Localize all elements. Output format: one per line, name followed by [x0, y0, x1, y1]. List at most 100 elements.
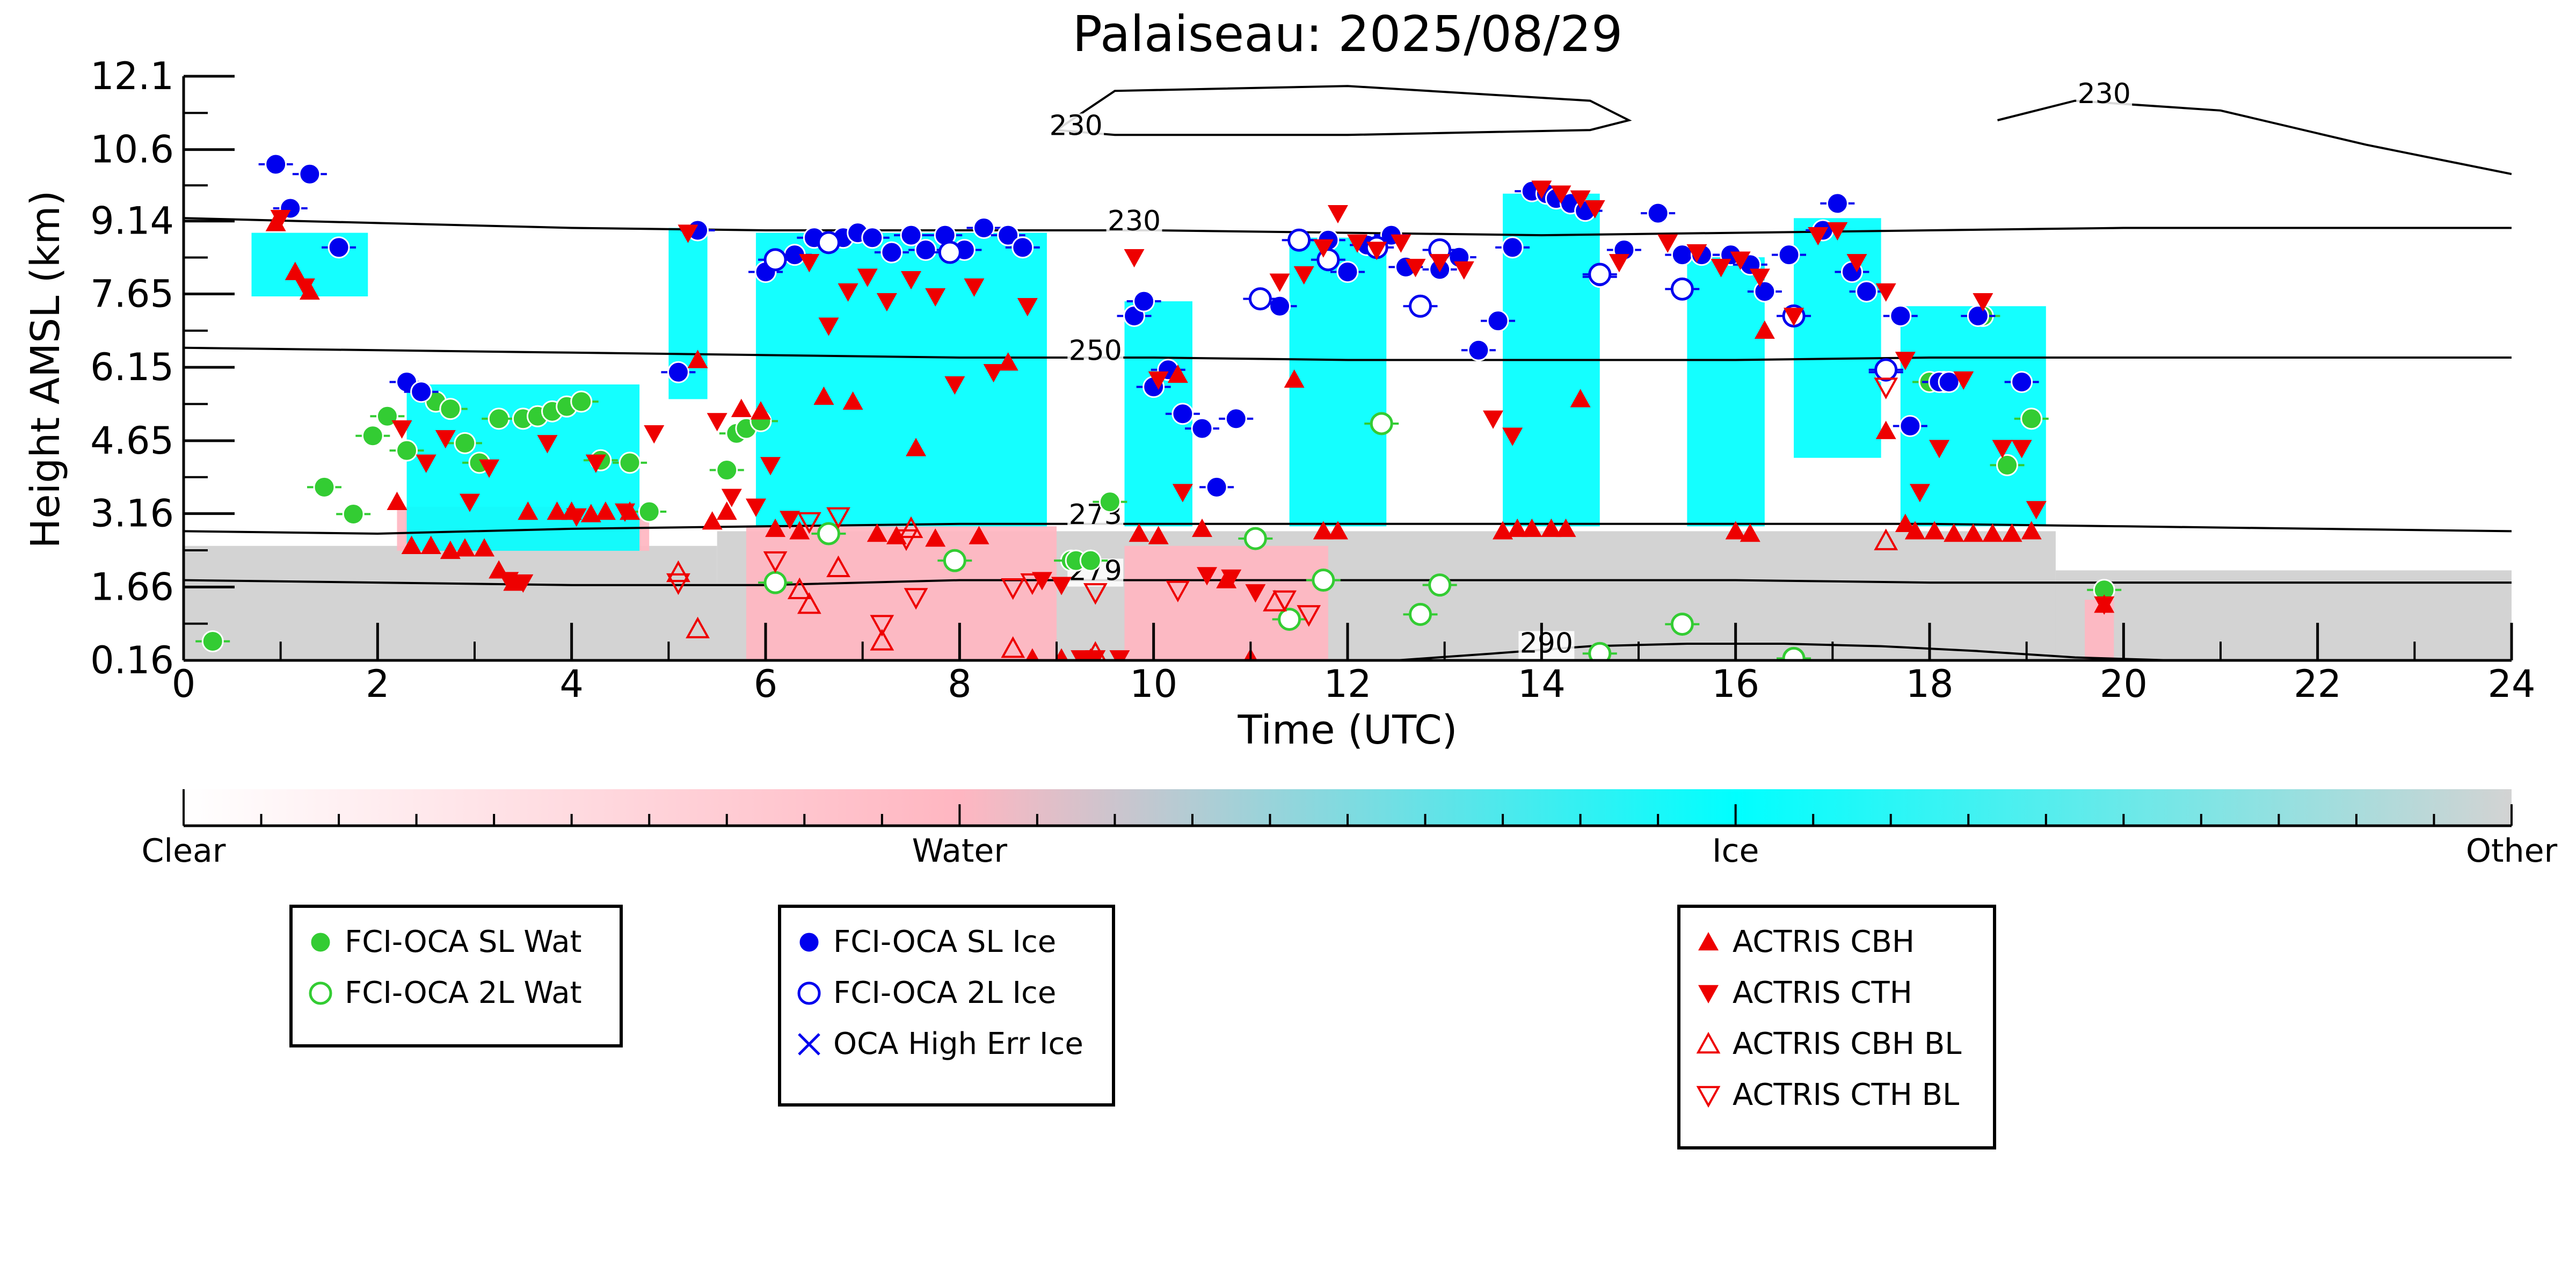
- point-actris-cbh: [702, 511, 723, 530]
- point-actris-cth: [1172, 484, 1193, 503]
- point-actris-cth: [1992, 440, 2013, 459]
- point-fci-oca-sl-ice: [1855, 280, 1878, 303]
- cloud-mask-other: [2055, 570, 2512, 660]
- point-fci-oca-2l-wat: [1588, 642, 1612, 660]
- point-fci-oca-sl-wat: [716, 459, 738, 482]
- x-tick-label: 14: [1518, 662, 1566, 706]
- point-actris-cbh: [1944, 523, 1964, 542]
- point-actris-cth: [1711, 259, 1731, 278]
- point-actris-cth: [1808, 227, 1829, 246]
- cloud-mask-ice: [1289, 237, 1387, 527]
- point-actris-cth: [1031, 572, 1052, 591]
- contour-line-279: [184, 579, 2512, 586]
- x-tick-label: 24: [2487, 662, 2535, 706]
- point-actris-cth: [1071, 650, 1091, 660]
- point-actris-cbh: [1025, 648, 1039, 660]
- point-actris-cbh: [731, 398, 752, 417]
- point-actris-cth: [1366, 242, 1387, 260]
- point-fci-oca-sl-wat: [361, 425, 384, 447]
- point-fci-oca-sl-ice: [861, 227, 884, 249]
- point-actris-cbh-bl: [899, 516, 923, 539]
- legend-box-2: FCI-OCA SL Ice FCI-OCA 2L Ice OCA High Err…: [778, 905, 1115, 1107]
- point-actris-cth: [1784, 308, 1804, 326]
- contour-label: 250: [1069, 335, 1122, 367]
- legend-marker-fci-oca-2l-ice: [797, 981, 821, 1005]
- legend-marker-fci-oca-2l-wat: [309, 981, 332, 1005]
- contour-label-bg: [1106, 209, 1162, 237]
- point-fci-oca-sl-wat: [1079, 549, 1102, 572]
- point-actris-cbh: [1982, 523, 2003, 542]
- legend-label: FCI-OCA 2L Wat: [345, 976, 582, 1010]
- point-actris-cth: [1429, 254, 1450, 273]
- point-actris-cbh: [1754, 320, 1775, 339]
- point-actris-cth: [1269, 273, 1290, 292]
- point-actris-cth: [615, 503, 636, 522]
- chart-title: Palaiseau: 2025/08/29: [1073, 5, 1623, 63]
- point-actris-cth: [707, 413, 727, 432]
- point-actris-cbh: [1924, 521, 1945, 540]
- point-fci-oca-2l-wat: [1312, 569, 1335, 592]
- point-actris-cth: [1327, 205, 1348, 224]
- point-actris-cth-bl: [1083, 583, 1108, 605]
- point-actris-cth: [1051, 577, 1072, 595]
- point-fci-oca-sl-ice: [1967, 304, 1989, 327]
- point-actris-cth: [1483, 410, 1503, 429]
- y-tick-label: 12.1: [90, 54, 174, 98]
- point-actris-cth: [1973, 293, 1993, 312]
- y-tick-label: 0.16: [90, 638, 174, 682]
- point-actris-cth-bl: [870, 615, 894, 637]
- point-actris-cth: [1570, 190, 1591, 209]
- point-actris-cbh: [1570, 389, 1591, 407]
- point-actris-cth: [1929, 440, 1950, 459]
- point-fci-oca-sl-ice: [1269, 295, 1291, 317]
- legend-marker-actris-cth: [1698, 985, 1719, 1003]
- point-actris-cth: [479, 459, 500, 478]
- point-actris-cth: [1909, 484, 1930, 503]
- point-actris-cbh-bl: [1085, 641, 1107, 660]
- point-actris-cth: [1109, 650, 1130, 660]
- point-actris-cth: [1245, 584, 1266, 603]
- point-actris-cth: [1953, 371, 1974, 390]
- point-actris-cbh: [1507, 518, 1528, 537]
- series-actris-cth-bl: [666, 377, 1898, 637]
- point-actris-cbh: [387, 491, 407, 510]
- point-actris-cbh: [716, 501, 737, 520]
- legend-marker-fci-oca-sl-wat: [309, 931, 332, 954]
- point-actris-cth: [270, 210, 291, 229]
- point-fci-oca-2l-ice: [1409, 294, 1432, 318]
- point-actris-cth: [1124, 249, 1145, 268]
- point-actris-cth: [2026, 501, 2047, 520]
- colorbar-label-water: Water: [912, 832, 1008, 870]
- legend-box-3: ACTRIS CBH ACTRIS CTH ACTRIS CBH BL ACTRIS …: [1677, 905, 1996, 1149]
- series-fci-oca-2l-wat: [758, 412, 1811, 660]
- point-actris-cbh-bl: [686, 616, 710, 638]
- point-fci-oca-sl-wat: [638, 500, 660, 523]
- point-actris-cbh: [1541, 518, 1562, 537]
- point-fci-oca-2l-wat: [817, 522, 840, 545]
- point-actris-cbh: [1192, 518, 1212, 537]
- colorbar-label-ice: Ice: [1712, 832, 1759, 870]
- point-actris-cth: [566, 508, 587, 527]
- point-actris-cth-bl: [1166, 580, 1190, 602]
- point-fci-oca-2l-wat: [1278, 607, 1301, 631]
- colorbar: Clear Water Ice Other: [142, 789, 2558, 870]
- legend-label: ACTRIS CTH BL: [1733, 1078, 1959, 1112]
- point-fci-oca-2l-wat: [1409, 602, 1432, 626]
- contour-label-bg: [2076, 82, 2133, 110]
- point-actris-cth: [1453, 261, 1474, 280]
- point-fci-oca-sl-wat: [1996, 454, 2019, 476]
- point-actris-cth: [818, 317, 839, 336]
- contour-line-230: [184, 217, 2512, 237]
- point-fci-oca-2l-ice: [1248, 287, 1272, 311]
- point-actris-cth: [925, 288, 946, 307]
- legend-frame: [1677, 905, 1996, 1149]
- y-tick-label: 7.65: [90, 272, 174, 316]
- point-fci-oca-2l-wat: [1670, 613, 1694, 636]
- point-actris-cbh: [925, 528, 946, 547]
- point-actris-cth: [857, 268, 878, 287]
- point-fci-oca-2l-ice: [763, 248, 787, 272]
- point-actris-cth: [1148, 371, 1169, 390]
- legend-frame: [289, 905, 623, 1047]
- point-actris-cth: [1686, 244, 1707, 263]
